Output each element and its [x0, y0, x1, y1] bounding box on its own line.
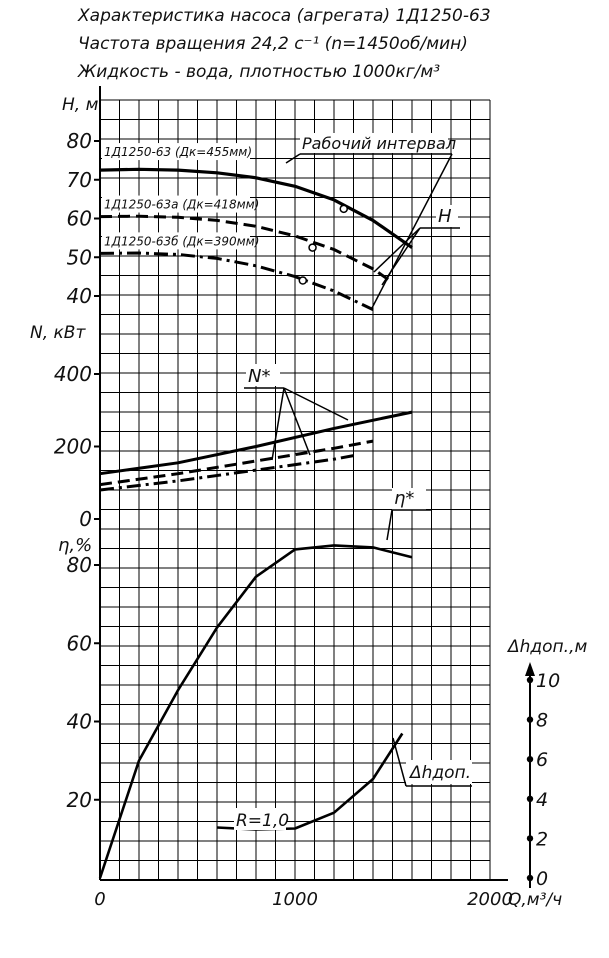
series-label-bg	[102, 232, 250, 250]
npsh-tick-label: 4	[536, 789, 548, 811]
y-axis-label-efficiency: η,%	[58, 535, 92, 556]
npsh-axis-label: Δhдоп.,м	[506, 637, 587, 657]
annotation-npsh: Δhдоп.	[408, 763, 471, 783]
head-series-1	[99, 167, 413, 249]
y-tick-label-efficiency: 20	[67, 788, 92, 812]
leader-line	[392, 737, 407, 787]
head-marker	[308, 243, 317, 252]
y-tick-label-power: 200	[54, 435, 92, 459]
annotation-H: Н	[438, 206, 452, 227]
npsh-tick-label: 2	[536, 828, 548, 850]
leader-line	[371, 153, 453, 309]
annotation-R: R=1,0	[236, 811, 289, 831]
x-tick-label: 2000	[467, 889, 513, 910]
leader-line	[271, 387, 285, 461]
y-tick-label-efficiency: 80	[67, 553, 92, 577]
y-tick-label-efficiency: 60	[67, 631, 92, 655]
y-tick-label-power: 400	[54, 362, 92, 386]
npsh-tick-dot	[526, 835, 534, 842]
npsh-tick-label: 10	[536, 670, 560, 692]
series-label-bg	[102, 195, 250, 213]
x-tick-label: 1000	[272, 889, 318, 910]
power-series-3	[99, 454, 354, 492]
leader-line	[373, 227, 421, 273]
chart-title-line2: Частота вращения 24,2 с⁻¹ (n=1450об/мин)	[78, 34, 468, 54]
y-axis-label-power: N, кВт	[30, 323, 86, 343]
annot-bg	[392, 488, 426, 510]
y-tick-label-power: 0	[79, 507, 92, 531]
chart-curves	[98, 167, 413, 879]
series-label-head-2: 1Д1250-63а (Дк=418мм)	[104, 198, 259, 212]
npsh-tick-label: 0	[536, 868, 548, 890]
annot-bg	[246, 364, 280, 386]
leader-line	[285, 153, 301, 164]
power-series-1	[99, 410, 413, 476]
npsh-tick-dot	[526, 716, 534, 723]
head-marker	[339, 204, 348, 214]
npsh-tick-dot	[526, 874, 534, 882]
series-label-bg	[102, 143, 250, 161]
head-series-3	[99, 251, 374, 311]
annot-bg	[436, 205, 458, 227]
annotation-N: N*	[248, 366, 270, 387]
y-tick-label-efficiency: 40	[67, 710, 92, 734]
npsh-axis-arrow	[525, 662, 535, 676]
y-tick-label-head: 60	[67, 207, 92, 231]
y-tick-label-head: 70	[67, 168, 92, 192]
y-tick-label-head: 50	[67, 245, 92, 269]
annotation-eta: η*	[394, 488, 414, 509]
npsh-tick-label: 8	[536, 710, 548, 732]
efficiency-series-1	[98, 544, 413, 879]
leader-line	[386, 509, 393, 541]
npsh-tick-dot	[526, 676, 534, 684]
x-tick-label: 0	[94, 889, 105, 910]
annotation-working-interval: Рабочий интервал	[302, 134, 456, 153]
npsh-tick-label: 6	[536, 749, 548, 771]
npsh-tick-dot	[526, 795, 534, 802]
y-tick-label-head: 80	[67, 129, 92, 153]
chart-title-line3: Жидкость - вода, плотностью 1000кг/м³	[78, 62, 441, 82]
annot-bg	[300, 133, 448, 153]
npsh-tick-dot	[526, 756, 534, 763]
leader-line	[381, 227, 421, 286]
leader-line	[283, 387, 349, 421]
annot-bg	[406, 760, 472, 784]
chart-axes	[94, 86, 535, 888]
x-axis-label: Q,м³/ч	[508, 890, 562, 910]
leader-line	[283, 387, 311, 456]
head-marker	[298, 276, 308, 285]
annot-bg	[234, 808, 286, 830]
y-axis-label-head: Н, м	[62, 95, 99, 115]
y-tick-label-head: 40	[67, 284, 92, 308]
series-label-head-1: 1Д1250-63 (Дк=455мм)	[104, 145, 252, 159]
chart-title-line1: Характеристика насоса (агрегата) 1Д1250-…	[78, 6, 491, 26]
series-label-head-3: 1Д1250-63б (Дк=390мм)	[104, 234, 259, 248]
